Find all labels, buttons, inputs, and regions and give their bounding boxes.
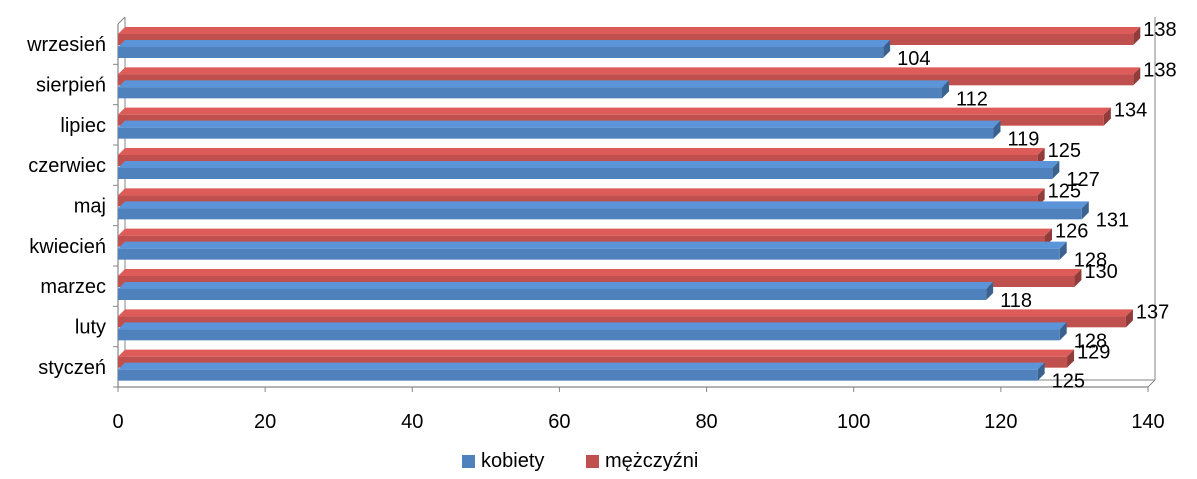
bar-top-kobiety <box>118 201 1089 209</box>
bar-kobiety <box>118 369 1038 381</box>
bar-kobiety <box>118 329 1060 341</box>
bar-side-kobiety <box>993 120 1001 139</box>
legend-label-mezczyzni: mężczyźni <box>605 450 698 472</box>
x-tick-label: 20 <box>254 411 276 433</box>
data-label-kobiety: 128 <box>1074 330 1107 352</box>
legend-swatch-mezczyzni <box>586 455 599 468</box>
bar-mezczyzni <box>118 34 1134 45</box>
bar-mezczyzni <box>118 155 1038 166</box>
bar-top-kobiety <box>118 120 1001 128</box>
bar-side-kobiety <box>1081 201 1089 220</box>
category-label: czerwiec <box>28 155 106 177</box>
bar-side-kobiety <box>1059 322 1067 341</box>
bar-top-mezczyzni <box>118 269 1082 276</box>
bar-top-mezczyzni <box>118 228 1052 236</box>
wall-top-edge <box>117 16 126 25</box>
bar-side-kobiety <box>1059 241 1067 260</box>
bar-top-kobiety <box>118 362 1045 370</box>
bar-top-kobiety <box>118 161 1060 168</box>
floor-right-edge <box>1147 379 1156 388</box>
bar-side-kobiety <box>1037 362 1045 381</box>
bar-top-kobiety <box>118 282 994 289</box>
bar-side-mezczyzni <box>1103 107 1111 126</box>
bar-kobiety <box>118 127 994 139</box>
bar-top-mezczyzni <box>118 107 1111 115</box>
data-label-mezczyzni: 137 <box>1136 301 1169 323</box>
bar-side-mezczyzni <box>1125 309 1133 328</box>
bar-top-kobiety <box>118 80 949 88</box>
bar-kobiety <box>118 168 1053 179</box>
bar-mezczyzni <box>118 195 1038 207</box>
x-tick-label: 80 <box>695 411 717 433</box>
category-label: sierpień <box>36 75 106 97</box>
data-label-kobiety: 118 <box>1000 290 1032 312</box>
category-label: styczeń <box>38 357 106 379</box>
data-label-mezczyzni: 125 <box>1048 140 1081 162</box>
bar-top-mezczyzni <box>118 148 1045 155</box>
category-label: lipiec <box>60 115 106 137</box>
data-label-mezczyzni: 138 <box>1143 59 1176 81</box>
category-label: maj <box>74 196 106 218</box>
bar-side-mezczyzni <box>1133 27 1141 45</box>
data-label-kobiety: 104 <box>897 48 930 70</box>
bar-mezczyzni <box>118 316 1126 328</box>
legend-label-kobiety: kobiety <box>481 450 544 472</box>
bar-top-mezczyzni <box>118 188 1045 196</box>
bar-kobiety <box>118 47 884 58</box>
category-label: kwiecień <box>29 236 106 258</box>
bar-top-kobiety <box>118 40 891 47</box>
x-tick-label: 140 <box>1131 411 1164 433</box>
data-label-mezczyzni: 130 <box>1084 261 1117 283</box>
bar-mezczyzni <box>118 356 1068 368</box>
bar-top-mezczyzni <box>118 349 1075 357</box>
bar-side-kobiety <box>942 80 949 99</box>
bar-mezczyzni <box>118 235 1045 247</box>
bar-kobiety <box>118 87 942 99</box>
bar-top-mezczyzni <box>118 309 1133 317</box>
x-tick-label: 100 <box>837 411 870 433</box>
bar-mezczyzni <box>118 74 1134 86</box>
bar-top-kobiety <box>118 322 1067 330</box>
bar-kobiety <box>118 289 987 300</box>
data-label-kobiety: 112 <box>956 88 988 110</box>
category-label: marzec <box>40 276 106 298</box>
bar-mezczyzni <box>118 276 1075 287</box>
data-label-mezczyzni: 134 <box>1114 100 1147 122</box>
data-label-kobiety: 128 <box>1074 250 1107 272</box>
data-label-mezczyzni: 125 <box>1048 180 1081 202</box>
data-label-kobiety: 119 <box>1008 129 1040 151</box>
data-label-kobiety: 125 <box>1052 371 1085 393</box>
category-label: luty <box>75 317 106 339</box>
x-tick-label: 120 <box>984 411 1017 433</box>
bar-side-kobiety <box>986 282 994 300</box>
bar-side-mezczyzni <box>1074 269 1082 287</box>
data-label-mezczyzni: 126 <box>1055 221 1088 243</box>
x-tick-label: 60 <box>548 411 570 433</box>
data-label-kobiety: 127 <box>1066 169 1099 191</box>
bar-top-mezczyzni <box>118 27 1141 34</box>
legend-swatch-kobiety <box>462 455 475 468</box>
bar-side-kobiety <box>883 40 891 58</box>
data-label-mezczyzni: 138 <box>1143 19 1176 41</box>
category-label: wrzesień <box>26 34 106 56</box>
bar-side-mezczyzni <box>1133 67 1141 86</box>
bar-kobiety <box>118 248 1060 260</box>
bar-side-kobiety <box>1052 161 1060 179</box>
data-label-kobiety: 131 <box>1096 209 1129 231</box>
x-tick-label: 0 <box>112 411 123 433</box>
bar-top-kobiety <box>118 241 1067 249</box>
x-tick-label: 40 <box>401 411 423 433</box>
bar-mezczyzni <box>118 114 1104 126</box>
bar-kobiety <box>118 208 1082 220</box>
bar-side-mezczyzni <box>1067 349 1075 368</box>
data-label-mezczyzni: 129 <box>1077 342 1110 364</box>
bar-top-mezczyzni <box>118 67 1141 75</box>
